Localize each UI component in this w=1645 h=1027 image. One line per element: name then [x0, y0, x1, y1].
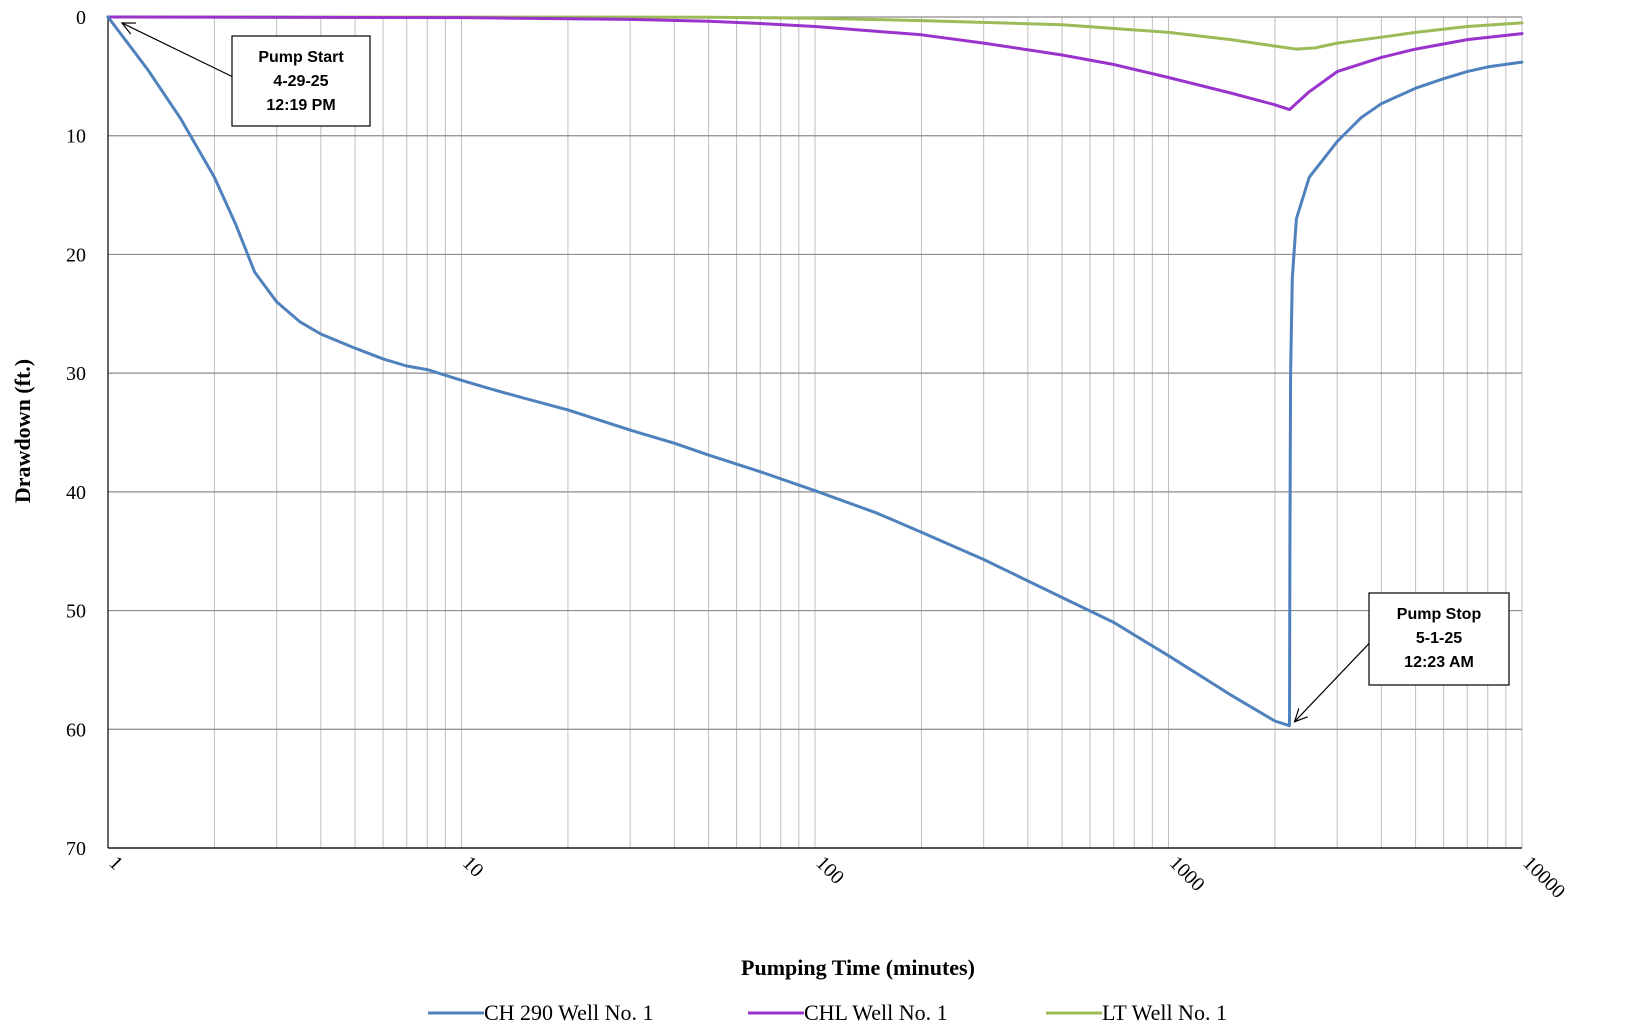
annotations: Pump Start 4-29-25 12:19 PM Pump Stop 5-1-25… [120, 22, 1510, 723]
x-axis-title: Pumping Time (minutes) [741, 955, 975, 980]
legend-item: LT Well No. 1 [1046, 1000, 1227, 1025]
annotation-arrow [121, 22, 233, 78]
x-tick-label: 1 [104, 852, 127, 875]
legend-label: LT Well No. 1 [1102, 1000, 1227, 1025]
x-tick-label: 10000 [1518, 852, 1569, 903]
annotation-box [1368, 592, 1510, 686]
annotation-arrowhead [1293, 708, 1308, 723]
annotation-text: 4-29-25 [273, 73, 328, 90]
legend-label: CHL Well No. 1 [804, 1000, 948, 1025]
annotation-text: Pump Stop [1397, 606, 1482, 623]
x-tick-label: 10 [458, 852, 488, 882]
legend: CH 290 Well No. 1 CHL Well No. 1 LT Well N… [428, 1000, 1227, 1025]
legend-item: CH 290 Well No. 1 [428, 1000, 654, 1025]
annotation-text: 12:19 PM [266, 97, 335, 114]
y-axis-ticks: 0 10 20 30 40 50 60 70 [66, 7, 86, 860]
annotation-callout: Pump Start 4-29-25 12:19 PM [120, 22, 371, 127]
annotation-arrowhead [120, 22, 137, 35]
annotation-text: 12:23 AM [1404, 654, 1474, 671]
series-lines [106, 15, 1524, 728]
legend-item: CHL Well No. 1 [748, 1000, 948, 1025]
x-axis-ticks: 1 10 100 1000 10000 [104, 852, 1569, 903]
y-tick-label: 40 [66, 482, 86, 504]
series-line [106, 15, 1524, 728]
y-axis-title: Drawdown (ft.) [10, 359, 35, 503]
y-tick-label: 20 [66, 244, 86, 266]
annotation-arrow [1294, 643, 1370, 723]
y-tick-label: 70 [66, 838, 86, 860]
annotation-callout: Pump Stop 5-1-25 12:23 AM [1293, 592, 1510, 723]
y-tick-label: 30 [66, 363, 86, 385]
y-tick-label: 10 [66, 126, 86, 148]
annotation-box [231, 35, 371, 127]
legend-label: CH 290 Well No. 1 [484, 1000, 654, 1025]
annotation-text: Pump Start [258, 49, 344, 66]
grid-lines [107, 16, 1523, 849]
series-line [106, 15, 1524, 51]
y-tick-label: 50 [66, 601, 86, 623]
annotation-text: 5-1-25 [1416, 630, 1462, 647]
series-line [106, 15, 1524, 112]
y-tick-label: 60 [66, 719, 86, 741]
y-tick-label: 0 [76, 7, 86, 29]
x-tick-label: 1000 [1165, 852, 1209, 896]
x-tick-label: 100 [811, 852, 848, 889]
